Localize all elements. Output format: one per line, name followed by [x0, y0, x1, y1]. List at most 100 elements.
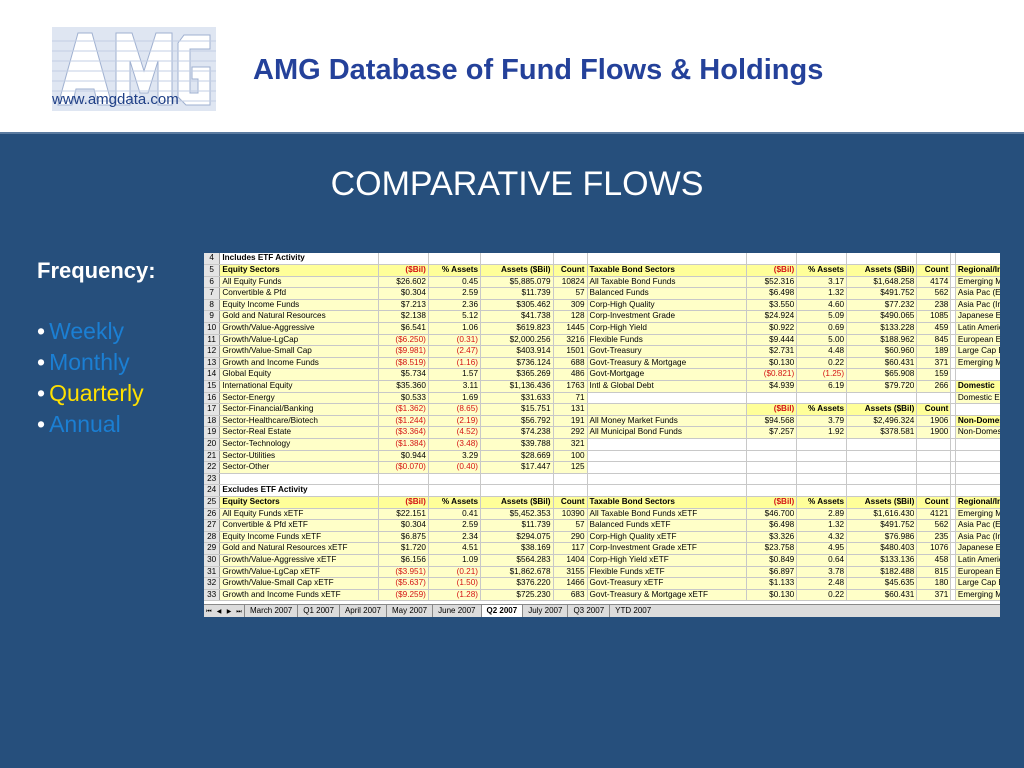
table-cell[interactable]: (1.50)	[428, 577, 482, 590]
table-cell[interactable]	[746, 484, 798, 497]
table-cell[interactable]: $1,136.436	[480, 380, 554, 393]
row-number[interactable]: 6	[204, 276, 221, 289]
table-cell[interactable]: Sector-Healthcare/Biotech	[219, 415, 380, 428]
table-cell[interactable]: $2.138	[378, 310, 429, 324]
table-cell[interactable]	[746, 438, 798, 451]
row-number[interactable]: 31	[204, 566, 221, 579]
table-cell[interactable]: $294.075	[480, 531, 554, 544]
table-cell[interactable]: Growth/Value-LgCap xETF	[219, 566, 380, 579]
table-cell[interactable]: 371	[916, 357, 952, 370]
table-cell[interactable]: $1,862.678	[480, 566, 554, 579]
table-cell-region[interactable]: Large Cap Eq	[955, 577, 1000, 590]
table-cell[interactable]: $182.488	[846, 566, 918, 579]
table-cell[interactable]: $2,496.324	[846, 415, 918, 428]
table-cell[interactable]: $7.213	[378, 299, 429, 312]
sheet-tab[interactable]: May 2007	[385, 605, 432, 617]
table-cell[interactable]	[796, 253, 848, 266]
table-cell[interactable]: Global Equity	[219, 368, 380, 382]
row-number[interactable]: 23	[204, 473, 221, 486]
table-cell[interactable]	[846, 438, 918, 451]
table-cell[interactable]	[587, 403, 748, 416]
table-cell[interactable]: Growth and Income Funds xETF	[219, 589, 380, 602]
table-cell[interactable]: 458	[916, 554, 952, 567]
row-number[interactable]: 9	[204, 310, 221, 324]
table-cell[interactable]: ($Bil)	[746, 264, 798, 277]
table-cell[interactable]: $77.232	[846, 299, 918, 312]
table-cell-region[interactable]: Domestic	[955, 380, 1000, 393]
table-cell[interactable]: Sector-Financial/Banking	[219, 403, 380, 416]
table-cell[interactable]	[846, 484, 918, 497]
table-cell-region[interactable]: Non-Domestic	[955, 426, 1000, 439]
row-number[interactable]: 22	[204, 461, 221, 474]
table-cell[interactable]: ($6.250)	[378, 334, 429, 347]
row-number[interactable]: 12	[204, 345, 221, 358]
table-cell[interactable]	[746, 450, 798, 463]
table-cell[interactable]: $56.792	[480, 415, 554, 428]
frequency-option-annual[interactable]: • Annual	[37, 409, 144, 440]
table-cell[interactable]: ($3.364)	[378, 426, 429, 439]
table-cell[interactable]: 290	[553, 531, 588, 544]
table-cell-region[interactable]: Regional/Ind	[955, 264, 1000, 277]
table-cell[interactable]: Taxable Bond Sectors	[587, 264, 748, 277]
table-cell[interactable]: Sector-Real Estate	[219, 426, 380, 439]
table-cell[interactable]: 180	[916, 577, 952, 590]
table-cell[interactable]: $376.220	[480, 577, 554, 590]
table-cell[interactable]: (0.31)	[428, 334, 482, 347]
table-cell[interactable]: $7.257	[746, 426, 798, 439]
row-number[interactable]: 27	[204, 519, 221, 532]
table-cell[interactable]: Govt-Treasury	[587, 345, 748, 358]
table-cell[interactable]: $41.738	[480, 310, 554, 324]
table-cell[interactable]: Taxable Bond Sectors	[587, 496, 748, 509]
table-cell[interactable]: 128	[553, 310, 588, 324]
table-cell[interactable]: Balanced Funds	[587, 287, 748, 300]
table-cell[interactable]: All Taxable Bond Funds xETF	[587, 508, 748, 521]
table-cell[interactable]: Equity Sectors	[219, 264, 380, 277]
table-cell[interactable]: 1.92	[796, 426, 848, 439]
table-cell[interactable]: 371	[916, 589, 952, 602]
table-cell[interactable]: Govt-Treasury xETF	[587, 577, 748, 590]
table-cell[interactable]: 1.57	[428, 368, 482, 382]
table-cell[interactable]: $0.130	[746, 357, 798, 370]
table-cell[interactable]: $2,000.256	[480, 334, 554, 347]
table-cell[interactable]: (0.21)	[428, 566, 482, 579]
table-cell[interactable]: 10824	[553, 276, 588, 289]
table-cell[interactable]: 459	[916, 322, 952, 335]
table-cell[interactable]: $0.944	[378, 450, 429, 463]
table-cell[interactable]: $0.922	[746, 322, 798, 335]
table-cell[interactable]: Growth/Value-Small Cap xETF	[219, 577, 380, 590]
table-cell[interactable]: ($9.259)	[378, 589, 429, 602]
table-cell[interactable]	[916, 438, 952, 451]
table-cell[interactable]: Sector-Utilities	[219, 450, 380, 463]
table-cell-region[interactable]	[955, 368, 1000, 382]
table-cell[interactable]	[378, 253, 429, 266]
table-cell[interactable]: $725.230	[480, 589, 554, 602]
table-cell[interactable]: 235	[916, 531, 952, 544]
table-cell[interactable]: $490.065	[846, 310, 918, 324]
table-cell[interactable]: Balanced Funds xETF	[587, 519, 748, 532]
table-cell[interactable]	[916, 484, 952, 497]
table-cell[interactable]: $45.635	[846, 577, 918, 590]
table-cell-region[interactable]: European Eq :	[955, 566, 1000, 579]
table-cell[interactable]: $736.124	[480, 357, 554, 370]
table-cell[interactable]	[587, 484, 748, 497]
table-cell[interactable]: 1906	[916, 415, 952, 428]
table-cell[interactable]: $9.444	[746, 334, 798, 347]
table-cell[interactable]	[587, 461, 748, 474]
table-cell[interactable]: All Taxable Bond Funds	[587, 276, 748, 289]
next-sheet-icon[interactable]: ▶	[226, 609, 232, 615]
row-number[interactable]: 26	[204, 508, 221, 521]
table-cell[interactable]: Growth/Value-Aggressive xETF	[219, 554, 380, 567]
prev-sheet-icon[interactable]: ◀	[216, 609, 222, 615]
table-cell[interactable]: $5.734	[378, 368, 429, 382]
table-cell[interactable]: 1404	[553, 554, 588, 567]
table-cell[interactable]: 815	[916, 566, 952, 579]
table-cell-region[interactable]: Japanese Eq	[955, 310, 1000, 324]
table-cell[interactable]: $22.151	[378, 508, 429, 521]
table-cell[interactable]: 4121	[916, 508, 952, 521]
table-cell[interactable]: 2.36	[428, 299, 482, 312]
table-cell[interactable]: $2.731	[746, 345, 798, 358]
table-cell[interactable]: Assets ($Bil)	[846, 403, 918, 416]
row-number[interactable]: 18	[204, 415, 221, 428]
table-cell[interactable]	[587, 392, 748, 405]
table-cell[interactable]: 1.69	[428, 392, 482, 405]
